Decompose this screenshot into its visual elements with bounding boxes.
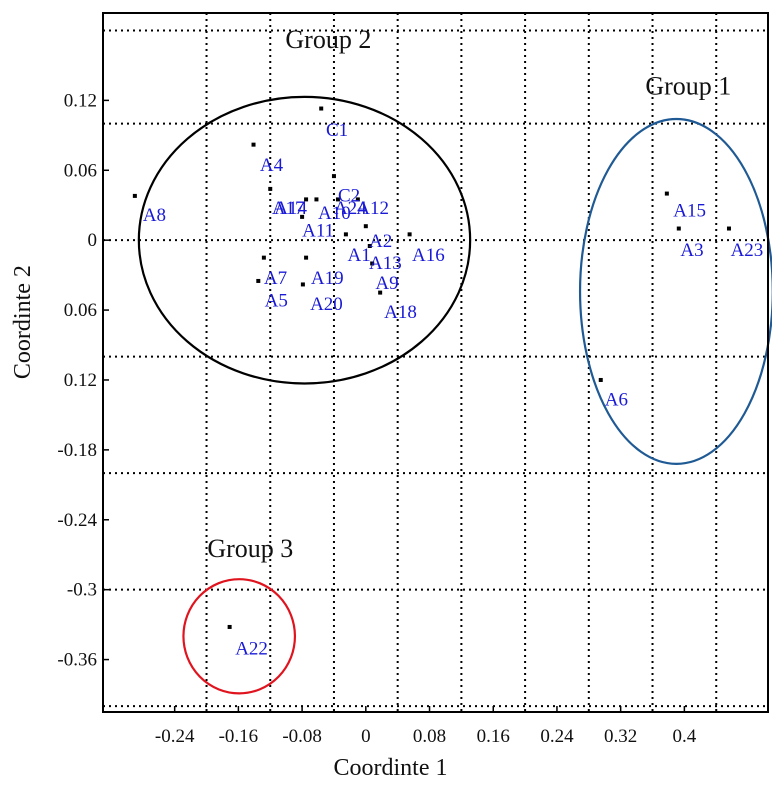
data-point <box>261 255 266 260</box>
x-tick-label: 0.24 <box>540 726 574 747</box>
group-ellipse <box>137 95 472 385</box>
point-label: A2 <box>369 231 392 252</box>
point-label: A17 <box>272 198 305 219</box>
point-label: A4 <box>260 155 284 176</box>
group-ellipses: Group 2 Group 1 Group 3 <box>137 25 772 695</box>
y-tick-label: 0 <box>88 230 98 251</box>
point-label: A24 <box>334 198 367 219</box>
data-point <box>343 232 348 237</box>
y-tick-label: 0.12 <box>64 90 97 111</box>
data-point <box>335 197 340 202</box>
group-label: Group 1 <box>645 72 731 101</box>
data-point <box>370 261 375 266</box>
x-tick-label: -0.08 <box>282 726 322 747</box>
data-point <box>407 232 412 237</box>
point-label: A1 <box>347 245 370 266</box>
data-point <box>355 197 360 202</box>
data-point <box>664 191 669 196</box>
point-label: A10 <box>318 203 351 224</box>
data-point <box>268 186 273 191</box>
point-label: A7 <box>264 268 287 289</box>
point-label: A3 <box>680 240 703 261</box>
point-label: C2 <box>338 185 360 206</box>
y-tick-label: 0.12 <box>64 370 97 391</box>
x-tick-label: 0.16 <box>477 726 510 747</box>
x-axis-title: Coordinte 1 <box>334 755 448 781</box>
y-tick-label: 0.06 <box>64 300 97 321</box>
point-label: A13 <box>369 253 402 274</box>
point-label: A14 <box>274 198 307 219</box>
y-tick-label: 0.06 <box>64 160 97 181</box>
y-tick-label: -0.24 <box>57 510 97 531</box>
data-point <box>132 193 137 198</box>
data-points <box>132 106 731 629</box>
data-point <box>378 290 383 295</box>
point-label: A18 <box>384 302 417 323</box>
grid-layer <box>103 13 768 712</box>
data-point <box>331 174 336 179</box>
point-label: A16 <box>412 245 445 266</box>
group-ellipse <box>182 578 297 695</box>
x-tick-label: 0.4 <box>673 726 697 747</box>
point-label: A22 <box>235 639 268 660</box>
point-label: A23 <box>731 240 764 261</box>
data-point <box>304 197 309 202</box>
point-label: A9 <box>375 273 398 294</box>
data-point <box>598 377 603 382</box>
point-label: A15 <box>673 201 706 222</box>
data-point <box>726 226 731 231</box>
group-label: Group 3 <box>207 534 293 563</box>
axis-ticks: -0.24 -0.16 -0.08 0 0.08 0.16 0.24 0.32 0.4 0.12 0… <box>57 90 696 747</box>
data-point <box>676 226 681 231</box>
point-label: A6 <box>605 389 628 410</box>
point-label: A11 <box>302 220 334 241</box>
data-point <box>363 224 368 229</box>
x-tick-label: 0.08 <box>413 726 446 747</box>
y-tick-label: -0.36 <box>57 650 97 671</box>
data-point <box>367 244 372 248</box>
point-label: C1 <box>326 120 348 141</box>
data-point <box>256 278 261 283</box>
y-tick-label: -0.3 <box>67 580 97 601</box>
point-label: A19 <box>311 268 344 289</box>
point-label: A12 <box>356 198 389 219</box>
data-point <box>314 197 319 202</box>
group-ellipse <box>578 117 772 465</box>
point-label: A20 <box>310 294 343 315</box>
data-point <box>319 106 324 111</box>
y-axis-title: Coordinte 2 <box>10 265 36 379</box>
x-tick-label: -0.24 <box>155 726 195 747</box>
data-point <box>251 142 256 147</box>
plot-frame <box>102 12 769 713</box>
x-tick-label: 0 <box>361 726 371 747</box>
data-point <box>300 282 305 287</box>
x-tick-label: -0.16 <box>219 726 259 747</box>
data-point <box>227 624 232 629</box>
data-point <box>304 255 309 260</box>
point-label: A5 <box>265 290 288 311</box>
data-point <box>300 214 305 219</box>
y-tick-label: -0.18 <box>57 440 97 461</box>
x-tick-label: 0.32 <box>604 726 637 747</box>
point-label: A8 <box>143 205 166 226</box>
group-label: Group 2 <box>285 25 371 54</box>
